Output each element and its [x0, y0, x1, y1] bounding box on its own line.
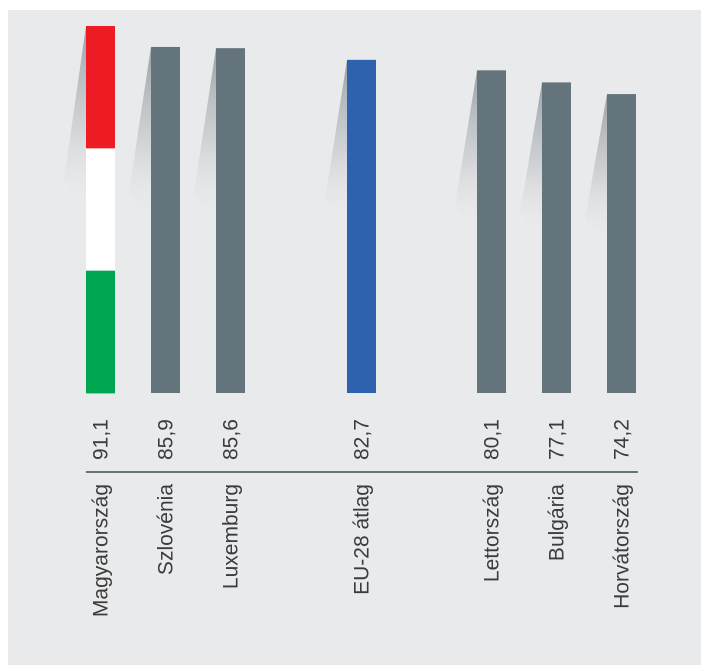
bar-shadow-szlovenia	[129, 46, 151, 220]
value-label-bulgaria: 77,1	[546, 419, 569, 460]
bar-shadow-horvatorszag	[585, 94, 607, 244]
category-label-lettorszag: Lettország	[481, 484, 504, 582]
bar-eu-28-atlag	[347, 59, 376, 394]
category-label-eu-28-atlag: EU-28 átlag	[351, 484, 374, 595]
value-labels: 91,1 85,9 85,6 82,7 80,1 77,1 74,2	[90, 419, 634, 460]
bar-shadow-bulgaria	[520, 82, 542, 238]
value-label-eu-28-atlag: 82,7	[351, 419, 374, 460]
category-labels: Magyarország Szlovénia Luxemburg EU-28 átla…	[90, 484, 634, 617]
bar-bulgaria	[542, 82, 571, 393]
value-label-lettorszag: 80,1	[481, 419, 504, 460]
value-label-luxemburg: 85,6	[220, 419, 243, 460]
category-label-horvatorszag: Horvátország	[611, 484, 634, 609]
bar-horvatorszag	[607, 94, 636, 393]
bar-magyarorszag-green-stripe	[86, 270, 115, 394]
bar-shadow-lettorszag	[455, 70, 477, 232]
value-label-horvatorszag: 74,2	[611, 419, 634, 460]
bar-szlovenia	[151, 46, 180, 393]
value-label-szlovenia: 85,9	[155, 419, 178, 460]
bar-luxemburg	[216, 48, 245, 393]
bar-magyarorszag-white-stripe	[86, 148, 115, 272]
bar-shadow-magyarorszag	[64, 26, 86, 210]
bar-magyarorszag-red-stripe	[86, 26, 115, 149]
bar-shadow-luxemburg	[194, 48, 216, 221]
category-label-magyarorszag: Magyarország	[90, 484, 113, 617]
value-label-magyarorszag: 91,1	[90, 419, 113, 460]
bar-lettorszag	[477, 70, 506, 394]
bars	[86, 26, 636, 394]
bar-shadow-eu-28-atlag	[325, 59, 347, 227]
category-label-bulgaria: Bulgária	[546, 484, 569, 561]
category-label-szlovenia: Szlovénia	[155, 484, 178, 575]
category-label-luxemburg: Luxemburg	[220, 484, 243, 589]
bar-shadows	[64, 26, 607, 244]
